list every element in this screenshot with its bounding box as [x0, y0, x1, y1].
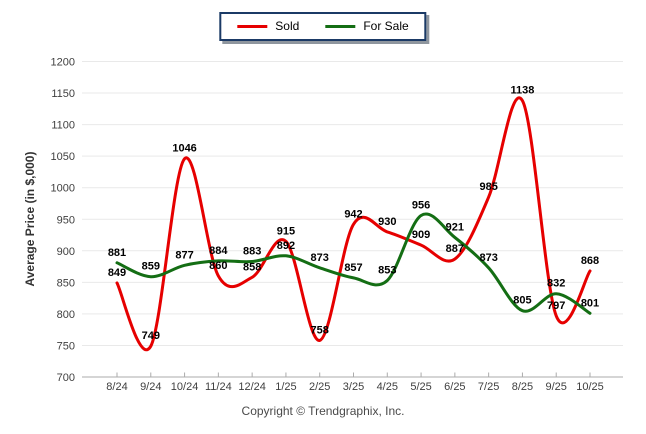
- x-tick-label: 8/24: [106, 381, 127, 393]
- legend-label-for-sale: For Sale: [363, 19, 409, 33]
- sold-line-swatch-icon: [237, 24, 268, 28]
- y-tick-label: 700: [57, 372, 75, 384]
- data-label-for-sale: 883: [243, 246, 261, 258]
- data-label-sold: 887: [446, 243, 464, 255]
- chart-legend: Sold For Sale: [219, 12, 427, 41]
- y-tick-label: 750: [57, 340, 75, 352]
- data-label-for-sale: 801: [581, 297, 599, 309]
- y-tick-label: 1150: [51, 88, 75, 100]
- legend-item-for-sale: For Sale: [325, 19, 409, 33]
- series-line-for-sale: [115, 212, 592, 315]
- x-tick-label: 8/25: [512, 381, 533, 393]
- x-tick-label: 3/25: [343, 381, 364, 393]
- x-tick-label: 9/24: [140, 381, 161, 393]
- data-label-sold: 1046: [172, 143, 196, 155]
- data-label-for-sale: 956: [412, 199, 430, 211]
- y-tick-label: 900: [57, 246, 75, 258]
- x-tick-label: 6/25: [444, 381, 465, 393]
- y-tick-label: 1200: [51, 57, 75, 69]
- x-tick-label: 5/25: [410, 381, 431, 393]
- x-tick-label: 4/25: [377, 381, 398, 393]
- y-axis-title: Average Price (in $,000): [23, 151, 37, 287]
- x-tick-label: 12/24: [238, 381, 266, 393]
- data-label-sold: 797: [547, 300, 565, 312]
- data-label-sold: 858: [243, 261, 261, 273]
- data-label-for-sale: 884: [209, 245, 228, 257]
- series-line-sold: [115, 96, 592, 352]
- x-tick-label: 9/25: [546, 381, 567, 393]
- legend-item-sold: Sold: [237, 19, 299, 33]
- data-label-for-sale: 873: [479, 252, 497, 264]
- data-label-sold: 849: [108, 267, 126, 279]
- copyright-text: Copyright © Trendgraphix, Inc.: [241, 404, 405, 418]
- data-label-sold: 930: [378, 216, 396, 228]
- data-label-for-sale: 857: [344, 262, 362, 274]
- data-label-for-sale: 921: [446, 222, 464, 234]
- data-label-sold: 758: [311, 324, 329, 336]
- data-label-sold: 942: [344, 208, 362, 220]
- data-label-sold: 860: [209, 260, 227, 272]
- data-label-for-sale: 881: [108, 247, 126, 259]
- y-tick-label: 1000: [51, 183, 75, 195]
- data-label-for-sale: 892: [277, 240, 295, 252]
- x-tick-label: 10/25: [576, 381, 604, 393]
- x-tick-label: 11/24: [205, 381, 232, 393]
- y-tick-label: 850: [57, 277, 75, 289]
- data-label-sold: 985: [479, 181, 497, 193]
- x-tick-label: 2/25: [309, 381, 330, 393]
- y-tick-label: 1100: [51, 120, 75, 132]
- x-tick-label: 1/25: [275, 381, 296, 393]
- legend-label-sold: Sold: [275, 19, 300, 33]
- for-sale-line-swatch-icon: [325, 24, 356, 28]
- data-label-for-sale: 859: [142, 261, 160, 273]
- x-tick-label: 7/25: [478, 381, 499, 393]
- data-label-sold: 915: [277, 225, 295, 237]
- x-tick-label: 10/24: [171, 381, 199, 393]
- data-label-for-sale: 877: [175, 249, 193, 261]
- data-label-sold: 868: [581, 255, 599, 267]
- data-label-for-sale: 832: [547, 278, 565, 290]
- data-label-for-sale: 853: [378, 264, 396, 276]
- data-label-sold: 1138: [510, 85, 534, 97]
- data-label-sold: 909: [412, 229, 430, 241]
- data-label-for-sale: 805: [513, 295, 531, 307]
- data-label-sold: 749: [142, 330, 160, 342]
- y-tick-label: 800: [57, 309, 75, 321]
- data-label-for-sale: 873: [311, 252, 329, 264]
- y-tick-label: 950: [57, 214, 75, 226]
- y-tick-label: 1050: [51, 151, 75, 163]
